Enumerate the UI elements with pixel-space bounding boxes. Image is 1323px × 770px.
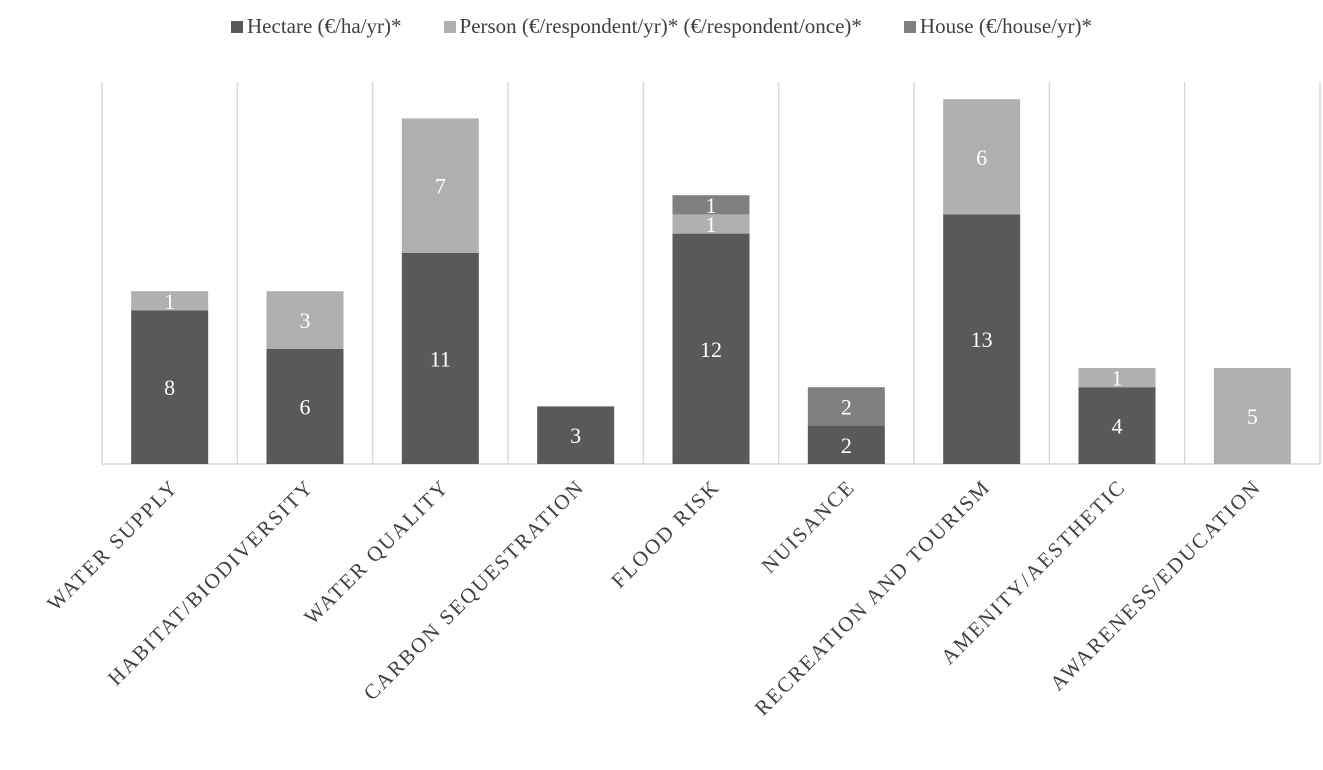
- x-tick-label: CARBON SEQUESTRATION: [359, 475, 589, 705]
- data-label: 11: [430, 346, 451, 371]
- bar-segment: [131, 310, 209, 464]
- x-tick-label: FLOOD RISK: [606, 475, 724, 593]
- data-label: 2: [841, 394, 852, 419]
- data-label: 2: [841, 433, 852, 458]
- bar-segment: [1213, 368, 1291, 464]
- legend-swatch: [231, 20, 244, 33]
- data-label: 1: [1112, 366, 1123, 391]
- bar-segment: [672, 195, 750, 215]
- legend-item: Hectare (€/ha/yr)*: [231, 14, 402, 39]
- legend-label: House (€/house/yr)*: [919, 14, 1092, 38]
- data-label: 6: [300, 394, 311, 419]
- x-tick-label: RECREATION AND TOURISM: [750, 475, 996, 721]
- bar-segment: [1078, 387, 1156, 464]
- bar-segment: [672, 214, 750, 234]
- bar-segment: [131, 291, 209, 311]
- data-label: 1: [706, 212, 717, 237]
- data-label: 13: [971, 327, 993, 352]
- legend-item: House (€/house/yr)*: [903, 14, 1092, 39]
- legend-label: Hectare (€/ha/yr)*: [247, 14, 402, 38]
- bar-segment: [401, 252, 479, 464]
- bar-segment: [401, 118, 479, 253]
- data-label: 12: [700, 337, 722, 362]
- data-label: 4: [1112, 414, 1123, 439]
- data-label: 1: [164, 289, 175, 314]
- data-label: 6: [976, 145, 987, 170]
- data-label: 7: [435, 174, 446, 199]
- bar-segment: [807, 425, 885, 464]
- bar-segment: [672, 233, 750, 464]
- data-label: 3: [570, 423, 581, 448]
- legend-label: Person (€/respondent/yr)* (€/respondent/…: [459, 14, 862, 38]
- legend-swatch: [903, 20, 916, 33]
- chart-legend: Hectare (€/ha/yr)* Person (€/respondent/y…: [0, 14, 1323, 39]
- bar-segment: [943, 214, 1021, 464]
- bar-segment: [807, 387, 885, 426]
- data-label: 1: [706, 193, 717, 218]
- bar-segment: [943, 99, 1021, 215]
- x-tick-label: WATER QUALITY: [299, 475, 454, 630]
- bar-segment: [266, 348, 344, 464]
- legend-item: Person (€/respondent/yr)* (€/respondent/…: [443, 14, 862, 39]
- legend-swatch: [443, 20, 456, 33]
- x-tick-label: AWARENESS/EDUCATION: [1045, 475, 1266, 696]
- data-label: 3: [300, 308, 311, 333]
- x-tick-label: WATER SUPPLY: [42, 475, 183, 616]
- bar-segment: [1078, 368, 1156, 388]
- x-tick-label: NUISANCE: [757, 475, 860, 578]
- data-label: 5: [1247, 404, 1258, 429]
- data-label: 8: [164, 375, 175, 400]
- bar-segment: [537, 406, 615, 464]
- bar-segment: [266, 291, 344, 349]
